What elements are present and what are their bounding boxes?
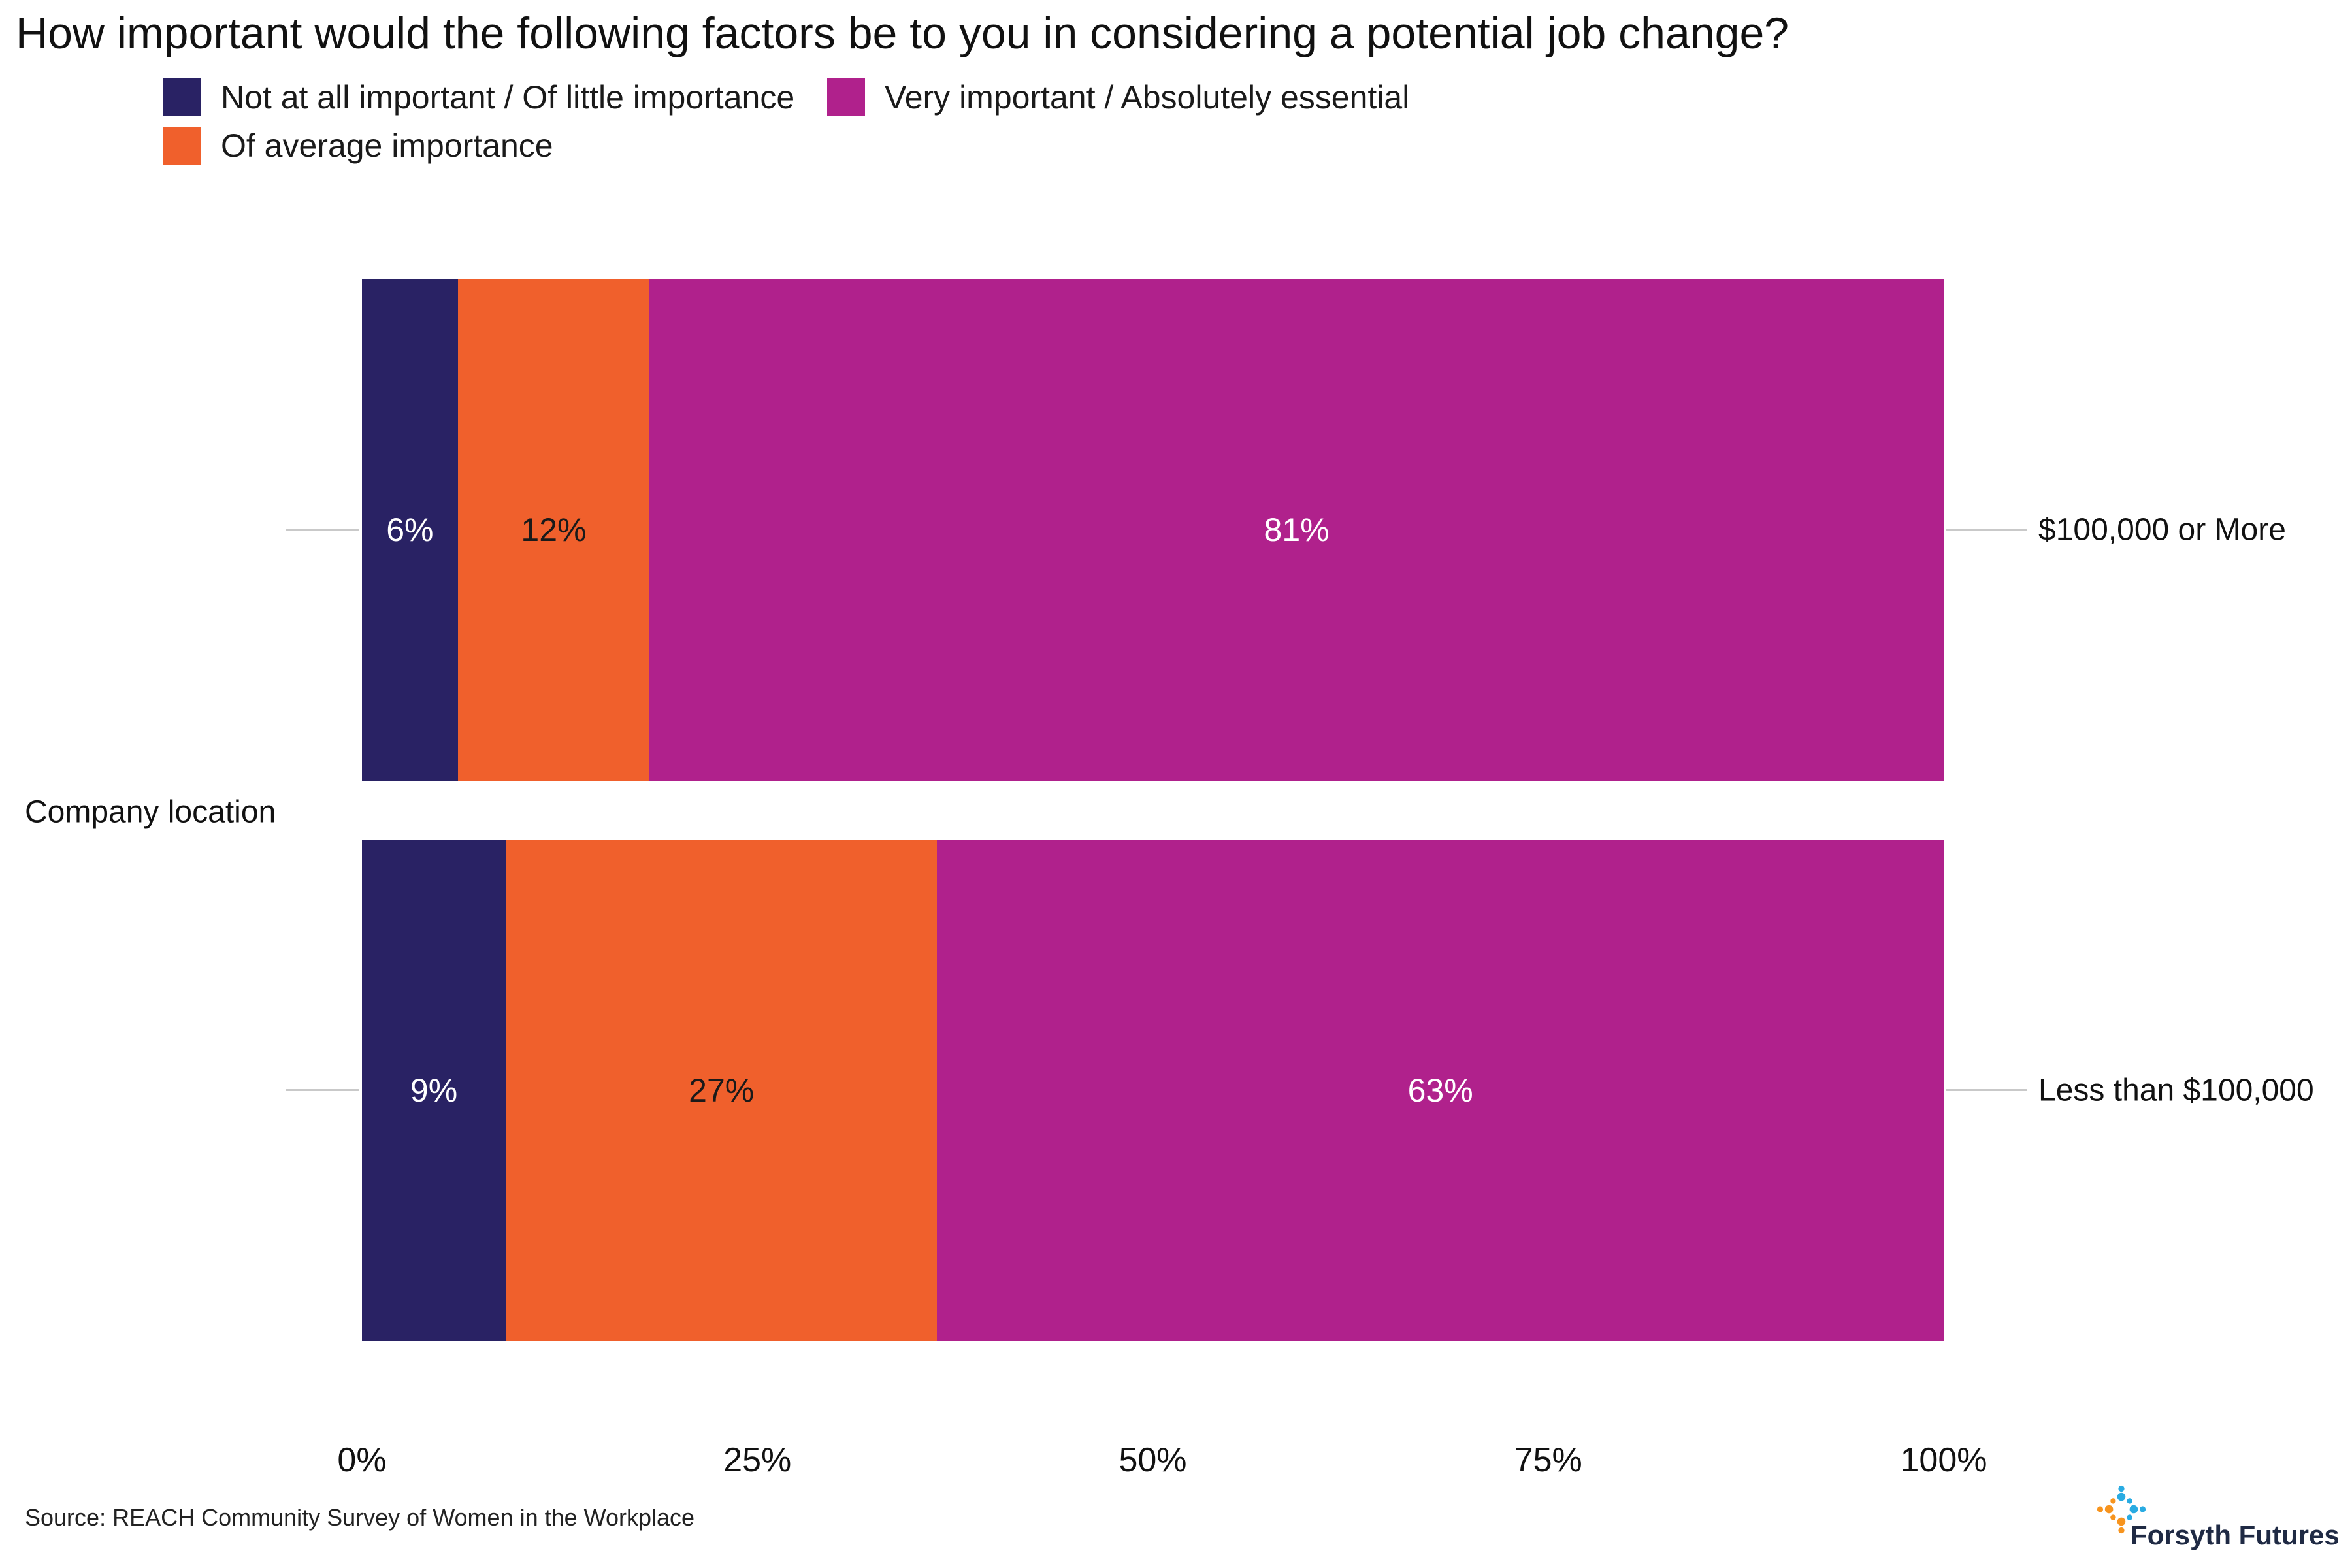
x-axis-tick-label: 0% xyxy=(337,1441,387,1479)
bar-segment: 9% xyxy=(362,840,506,1341)
segment-value-label: 6% xyxy=(386,512,434,548)
brand-logo: Forsyth Futures xyxy=(2094,1482,2349,1567)
x-axis-tick-label: 75% xyxy=(1514,1441,1582,1479)
brand-name: Forsyth Futures xyxy=(2131,1520,2340,1550)
segment-value-label: 27% xyxy=(689,1072,755,1109)
legend-swatch xyxy=(827,78,866,116)
legend-swatch xyxy=(163,127,201,165)
legend-item: Of average importance xyxy=(163,125,794,166)
legend-item: Not at all important / Of little importa… xyxy=(163,77,794,118)
segment-value-label: 9% xyxy=(410,1072,458,1109)
bar-segment: 63% xyxy=(937,840,1944,1341)
stacked-bar: 6% 12% 81% xyxy=(362,279,1944,781)
category-label: $100,000 or More xyxy=(2038,512,2286,547)
legend-item: Very important / Absolutely essential xyxy=(827,77,1409,118)
axis-tick-left xyxy=(286,529,359,531)
segment-value-label: 63% xyxy=(1407,1072,1473,1109)
axis-tick-right xyxy=(1946,529,2027,531)
y-axis-title: Company location xyxy=(25,794,276,830)
stacked-bar: 9% 27% 63% xyxy=(362,840,1944,1341)
legend: Not at all important / Of little importa… xyxy=(163,77,1409,166)
chart-title: How important would the following factor… xyxy=(16,8,1789,58)
bar-segment: 6% xyxy=(362,279,458,781)
forsyth-futures-icon xyxy=(2097,1485,2146,1534)
bar-segment: 81% xyxy=(649,279,1944,781)
axis-tick-left xyxy=(286,1089,359,1091)
axis-tick-right xyxy=(1946,1089,2027,1091)
bar-segment: 27% xyxy=(506,840,938,1341)
legend-swatch xyxy=(163,78,201,116)
legend-label: Of average importance xyxy=(221,127,553,164)
source-note: Source: REACH Community Survey of Women … xyxy=(25,1504,695,1531)
segment-value-label: 12% xyxy=(521,512,587,548)
x-axis-tick-label: 25% xyxy=(723,1441,792,1479)
legend-label: Very important / Absolutely essential xyxy=(885,79,1410,116)
segment-value-label: 81% xyxy=(1264,512,1330,548)
x-axis-tick-label: 50% xyxy=(1119,1441,1187,1479)
bar-segment: 12% xyxy=(457,279,650,781)
x-axis-tick-label: 100% xyxy=(1900,1441,1987,1479)
legend-label: Not at all important / Of little importa… xyxy=(221,79,795,116)
category-label: Less than $100,000 xyxy=(2038,1073,2314,1108)
